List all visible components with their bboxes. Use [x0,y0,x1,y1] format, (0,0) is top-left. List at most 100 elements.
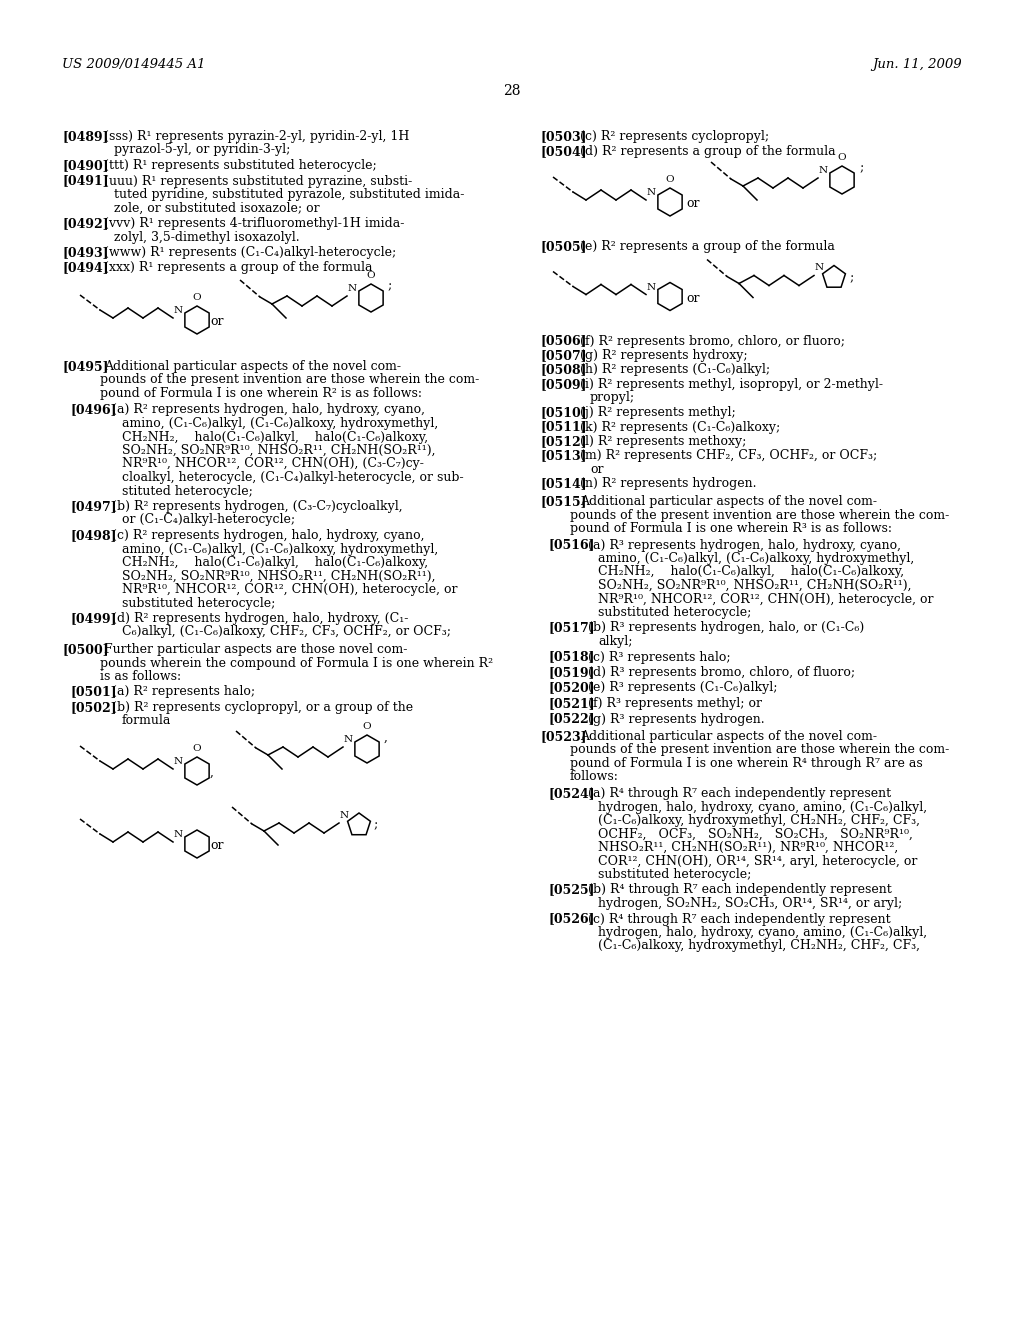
Text: ;: ; [859,161,863,174]
Text: (c) R³ represents halo;: (c) R³ represents halo; [588,651,731,664]
Text: amino, (C₁-C₆)alkyl, (C₁-C₆)alkoxy, hydroxymethyl,: amino, (C₁-C₆)alkyl, (C₁-C₆)alkoxy, hydr… [122,417,438,430]
Text: Additional particular aspects of the novel com-: Additional particular aspects of the nov… [580,495,877,508]
Text: (k) R² represents (C₁-C₆)alkoxy;: (k) R² represents (C₁-C₆)alkoxy; [580,421,780,433]
Text: (g) R² represents hydroxy;: (g) R² represents hydroxy; [580,348,748,362]
Text: pounds of the present invention are those wherein the com-: pounds of the present invention are thos… [570,743,949,756]
Text: (d) R² represents a group of the formula: (d) R² represents a group of the formula [580,145,836,158]
Text: Additional particular aspects of the novel com-: Additional particular aspects of the nov… [580,730,877,743]
Text: formula: formula [122,714,171,727]
Text: substituted heterocycle;: substituted heterocycle; [122,597,275,610]
Text: [0493]: [0493] [62,246,109,259]
Text: SO₂NH₂, SO₂NR⁹R¹⁰, NHSO₂R¹¹, CH₂NH(SO₂R¹¹),: SO₂NH₂, SO₂NR⁹R¹⁰, NHSO₂R¹¹, CH₂NH(SO₂R¹… [598,579,911,591]
Text: SO₂NH₂, SO₂NR⁹R¹⁰, NHSO₂R¹¹, CH₂NH(SO₂R¹¹),: SO₂NH₂, SO₂NR⁹R¹⁰, NHSO₂R¹¹, CH₂NH(SO₂R¹… [122,444,435,457]
Text: [0504]: [0504] [541,145,588,158]
Text: (j) R² represents methyl;: (j) R² represents methyl; [580,407,736,418]
Text: (d) R² represents hydrogen, halo, hydroxy, (C₁-: (d) R² represents hydrogen, halo, hydrox… [112,612,409,624]
Text: alkyl;: alkyl; [598,635,633,648]
Text: pyrazol-5-yl, or pyridin-3-yl;: pyrazol-5-yl, or pyridin-3-yl; [114,144,291,157]
Text: (sss) R¹ represents pyrazin-2-yl, pyridin-2-yl, 1H: (sss) R¹ represents pyrazin-2-yl, pyridi… [104,129,410,143]
Text: C₆)alkyl, (C₁-C₆)alkoxy, CHF₂, CF₃, OCHF₂, or OCF₃;: C₆)alkyl, (C₁-C₆)alkoxy, CHF₂, CF₃, OCHF… [122,626,451,639]
Text: [0490]: [0490] [62,158,109,172]
Text: [0521]: [0521] [549,697,596,710]
Text: or: or [590,463,603,477]
Text: (e) R² represents a group of the formula: (e) R² represents a group of the formula [580,240,835,253]
Text: N: N [819,166,828,176]
Text: [0505]: [0505] [541,240,588,253]
Text: N: N [647,187,656,197]
Text: (m) R² represents CHF₂, CF₃, OCHF₂, or OCF₃;: (m) R² represents CHF₂, CF₃, OCHF₂, or O… [580,450,878,462]
Text: Further particular aspects are those novel com-: Further particular aspects are those nov… [104,643,408,656]
Text: O: O [193,744,202,752]
Text: (e) R³ represents (C₁-C₆)alkyl;: (e) R³ represents (C₁-C₆)alkyl; [588,681,777,694]
Text: amino, (C₁-C₆)alkyl, (C₁-C₆)alkoxy, hydroxymethyl,: amino, (C₁-C₆)alkyl, (C₁-C₆)alkoxy, hydr… [598,552,914,565]
Text: [0499]: [0499] [70,612,117,624]
Text: NR⁹R¹⁰, NHCOR¹², COR¹², CHN(OH), heterocycle, or: NR⁹R¹⁰, NHCOR¹², COR¹², CHN(OH), heteroc… [122,583,458,597]
Text: NR⁹R¹⁰, NHCOR¹², COR¹², CHN(OH), heterocycle, or: NR⁹R¹⁰, NHCOR¹², COR¹², CHN(OH), heteroc… [598,593,934,606]
Text: [0512]: [0512] [541,436,588,447]
Text: or: or [686,197,699,210]
Text: (xxx) R¹ represents a group of the formula: (xxx) R¹ represents a group of the formu… [104,261,373,275]
Text: N: N [174,306,183,315]
Text: (g) R³ represents hydrogen.: (g) R³ represents hydrogen. [588,713,765,726]
Text: zole, or substituted isoxazole; or: zole, or substituted isoxazole; or [114,202,319,214]
Text: zolyl, 3,5-dimethyl isoxazolyl.: zolyl, 3,5-dimethyl isoxazolyl. [114,231,300,243]
Text: COR¹², CHN(OH), OR¹⁴, SR¹⁴, aryl, heterocycle, or: COR¹², CHN(OH), OR¹⁴, SR¹⁴, aryl, hetero… [598,854,918,867]
Text: pounds wherein the compound of Formula I is one wherein R²: pounds wherein the compound of Formula I… [100,656,494,669]
Text: [0517]: [0517] [549,622,596,635]
Text: [0526]: [0526] [549,912,596,925]
Text: O: O [362,722,372,731]
Text: amino, (C₁-C₆)alkyl, (C₁-C₆)alkoxy, hydroxymethyl,: amino, (C₁-C₆)alkyl, (C₁-C₆)alkoxy, hydr… [122,543,438,556]
Text: [0497]: [0497] [70,500,117,513]
Text: US 2009/0149445 A1: US 2009/0149445 A1 [62,58,206,71]
Text: O: O [367,271,376,280]
Text: ;: ; [849,271,853,284]
Text: CH₂NH₂,    halo(C₁-C₆)alkyl,    halo(C₁-C₆)alkoxy,: CH₂NH₂, halo(C₁-C₆)alkyl, halo(C₁-C₆)alk… [598,565,904,578]
Text: (h) R² represents (C₁-C₆)alkyl;: (h) R² represents (C₁-C₆)alkyl; [580,363,770,376]
Text: O: O [666,176,675,183]
Text: [0491]: [0491] [62,174,109,187]
Text: [0502]: [0502] [70,701,117,714]
Text: OCHF₂,   OCF₃,   SO₂NH₂,   SO₂CH₃,   SO₂NR⁹R¹⁰,: OCHF₂, OCF₃, SO₂NH₂, SO₂CH₃, SO₂NR⁹R¹⁰, [598,828,912,841]
Text: [0515]: [0515] [541,495,588,508]
Text: Jun. 11, 2009: Jun. 11, 2009 [872,58,962,71]
Text: [0516]: [0516] [549,539,596,552]
Text: ,: , [384,730,388,743]
Text: CH₂NH₂,    halo(C₁-C₆)alkyl,    halo(C₁-C₆)alkoxy,: CH₂NH₂, halo(C₁-C₆)alkyl, halo(C₁-C₆)alk… [122,430,428,444]
Text: (b) R³ represents hydrogen, halo, or (C₁-C₆): (b) R³ represents hydrogen, halo, or (C₁… [588,622,864,635]
Text: stituted heterocycle;: stituted heterocycle; [122,484,253,498]
Text: (ttt) R¹ represents substituted heterocycle;: (ttt) R¹ represents substituted heterocy… [104,158,377,172]
Text: N: N [647,282,656,292]
Text: [0520]: [0520] [549,681,596,694]
Text: pound of Formula I is one wherein R² is as follows:: pound of Formula I is one wherein R² is … [100,387,422,400]
Text: (uuu) R¹ represents substituted pyrazine, substi-: (uuu) R¹ represents substituted pyrazine… [104,174,413,187]
Text: [0510]: [0510] [541,407,588,418]
Text: or: or [210,840,223,851]
Text: hydrogen, halo, hydroxy, cyano, amino, (C₁-C₆)alkyl,: hydrogen, halo, hydroxy, cyano, amino, (… [598,800,927,813]
Text: [0503]: [0503] [541,129,588,143]
Text: NR⁹R¹⁰, NHCOR¹², COR¹², CHN(OH), (C₃-C₇)cy-: NR⁹R¹⁰, NHCOR¹², COR¹², CHN(OH), (C₃-C₇)… [122,458,424,470]
Text: follows:: follows: [570,771,618,784]
Text: [0509]: [0509] [541,378,588,391]
Text: [0489]: [0489] [62,129,109,143]
Text: tuted pyridine, substituted pyrazole, substituted imida-: tuted pyridine, substituted pyrazole, su… [114,187,464,201]
Text: [0494]: [0494] [62,261,109,275]
Text: hydrogen, halo, hydroxy, cyano, amino, (C₁-C₆)alkyl,: hydrogen, halo, hydroxy, cyano, amino, (… [598,927,927,939]
Text: [0525]: [0525] [549,883,596,896]
Text: (c) R⁴ through R⁷ each independently represent: (c) R⁴ through R⁷ each independently rep… [588,912,891,925]
Text: pounds of the present invention are those wherein the com-: pounds of the present invention are thos… [100,374,479,387]
Text: or: or [210,315,223,327]
Text: substituted heterocycle;: substituted heterocycle; [598,606,752,619]
Text: or (C₁-C₄)alkyl-heterocycle;: or (C₁-C₄)alkyl-heterocycle; [122,513,295,527]
Text: (b) R² represents cyclopropyl, or a group of the: (b) R² represents cyclopropyl, or a grou… [112,701,413,714]
Text: N: N [174,756,183,766]
Text: [0492]: [0492] [62,216,109,230]
Text: [0506]: [0506] [541,334,588,347]
Text: [0496]: [0496] [70,404,117,417]
Text: [0524]: [0524] [549,787,596,800]
Text: Additional particular aspects of the novel com-: Additional particular aspects of the nov… [104,360,401,374]
Text: NHSO₂R¹¹, CH₂NH(SO₂R¹¹), NR⁹R¹⁰, NHCOR¹²,: NHSO₂R¹¹, CH₂NH(SO₂R¹¹), NR⁹R¹⁰, NHCOR¹²… [598,841,898,854]
Text: (www) R¹ represents (C₁-C₄)alkyl-heterocycle;: (www) R¹ represents (C₁-C₄)alkyl-heteroc… [104,246,396,259]
Text: propyl;: propyl; [590,392,635,404]
Text: CH₂NH₂,    halo(C₁-C₆)alkyl,    halo(C₁-C₆)alkoxy,: CH₂NH₂, halo(C₁-C₆)alkyl, halo(C₁-C₆)alk… [122,556,428,569]
Text: hydrogen, SO₂NH₂, SO₂CH₃, OR¹⁴, SR¹⁴, or aryl;: hydrogen, SO₂NH₂, SO₂CH₃, OR¹⁴, SR¹⁴, or… [598,898,902,909]
